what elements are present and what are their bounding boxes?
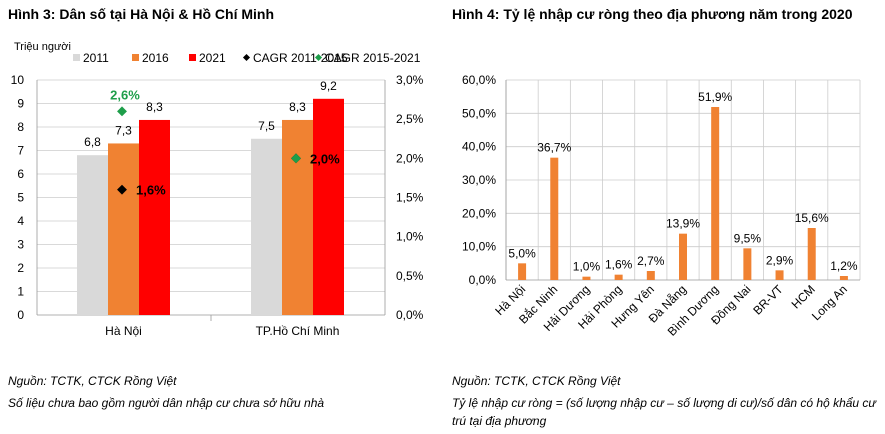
bar-2011-0 xyxy=(77,155,108,315)
bar-2016-1 xyxy=(282,119,313,315)
legend-label: CAGR 2015-2021 xyxy=(325,51,421,65)
y-tick-label: 30,0% xyxy=(462,173,496,187)
bar-data-label: 7,5 xyxy=(258,119,275,133)
y-tick-label: 40,0% xyxy=(462,140,496,154)
y-tick-label: 0 xyxy=(17,308,24,322)
x-tick-label: Hưng Yên xyxy=(608,282,656,330)
x-tick-label: Long An xyxy=(809,282,850,323)
cagr-marker-CAGR 2015-2021-1 xyxy=(291,153,301,164)
y-axis-title: Triệu người xyxy=(14,41,71,53)
y-tick-label: 7 xyxy=(17,144,24,158)
cagr-data-label: 1,6% xyxy=(136,183,166,198)
y2-tick-label: 0,0% xyxy=(396,308,424,322)
y-tick-label: 10 xyxy=(11,73,25,87)
bar-data-label: 1,0% xyxy=(573,260,601,274)
y-tick-label: 6 xyxy=(17,167,24,181)
x-tick-label: Hà Nội xyxy=(492,282,528,318)
bar-data-label: 2,9% xyxy=(766,253,794,267)
bar-data-label: 1,2% xyxy=(830,259,858,273)
bar-2016-0 xyxy=(108,143,139,315)
legend-swatch-2011 xyxy=(73,54,80,61)
y2-tick-label: 1,5% xyxy=(396,191,424,205)
x-tick-label: Hải Phòng xyxy=(575,282,625,332)
bar-0 xyxy=(518,263,527,280)
cagr-marker-CAGR 2015-2021-0 xyxy=(117,106,127,117)
figure4-note-line1: Tỷ lệ nhập cư ròng = (số lượng nhập cư –… xyxy=(452,396,877,410)
bar-5 xyxy=(679,233,687,280)
legend-swatch-2021 xyxy=(189,54,196,61)
bar-data-label: 6,8 xyxy=(84,135,101,149)
bar-data-label: 2,7% xyxy=(637,254,665,268)
cagr-data-label: 2,0% xyxy=(310,151,340,166)
y-tick-label: 20,0% xyxy=(462,206,496,220)
population-chart: 0 1 2 3 4 5 6 7 8 9 10 0,0% 0,5% 1,0% 1,5% 2,0% 2,5% 3,0%… xyxy=(11,41,424,338)
bar-2011-1 xyxy=(251,138,282,315)
y-tick-label: 1 xyxy=(17,285,24,299)
legend-swatch-2016 xyxy=(132,54,139,61)
y-tick-label: 10,0% xyxy=(462,240,496,254)
y2-tick-label: 2,5% xyxy=(396,112,424,126)
bar-data-label: 9,5% xyxy=(734,231,762,245)
bar-data-label: 13,9% xyxy=(666,217,700,231)
y2-tick-label: 3,0% xyxy=(396,73,424,87)
bar-1 xyxy=(550,157,559,280)
figure3-source: Nguồn: TCTK, CTCK Rồng Việt xyxy=(8,374,177,388)
x-tick-label: HCM xyxy=(789,282,818,311)
x-tick-label: Hải Dương xyxy=(541,282,593,334)
bar-data-label: 8,3 xyxy=(289,100,306,114)
y2-tick-label: 2,0% xyxy=(396,151,424,165)
y-tick-label: 0,0% xyxy=(469,273,497,287)
bar-4 xyxy=(646,271,655,280)
bar-data-label: 36,7% xyxy=(537,141,571,155)
legend-marker-CAGR 2011-2015 xyxy=(242,53,251,62)
figure4-title: Hình 4: Tỷ lệ nhập cư ròng theo địa phươ… xyxy=(452,6,853,22)
bar-data-label: 5,0% xyxy=(508,246,536,260)
figure4-source: Nguồn: TCTK, CTCK Rồng Việt xyxy=(452,374,621,388)
y-tick-label: 4 xyxy=(17,214,24,228)
bar-7 xyxy=(743,248,752,280)
bar-10 xyxy=(839,276,848,280)
bar-data-label: 51,9% xyxy=(698,90,732,104)
y-tick-label: 50,0% xyxy=(462,106,496,120)
x-tick-label: Bình Dương xyxy=(665,282,722,339)
legend-label: CAGR 2011-2015 xyxy=(253,51,348,65)
bar-3 xyxy=(614,274,623,280)
y2-tick-label: 1,0% xyxy=(396,230,424,244)
figure4-note-line2: trú tại địa phương xyxy=(452,414,547,428)
y-tick-label: 9 xyxy=(17,97,24,111)
x-tick-label: Hà Nội xyxy=(105,324,142,338)
x-tick-label: TP.Hồ Chí Minh xyxy=(256,324,340,338)
bar-data-label: 1,6% xyxy=(605,258,633,272)
y2-tick-label: 0,5% xyxy=(396,269,424,283)
bar-data-label: 7,3 xyxy=(115,123,132,137)
figure3-title: Hình 3: Dân số tại Hà Nội & Hồ Chí Minh xyxy=(8,6,274,22)
bar-6 xyxy=(711,107,720,280)
y-tick-label: 5 xyxy=(17,191,24,205)
y-tick-label: 3 xyxy=(17,238,24,252)
x-tick-label: Bắc Ninh xyxy=(515,282,560,327)
legend-label: 2021 xyxy=(199,51,226,65)
bar-2021-1 xyxy=(313,98,344,315)
bar-data-label: 8,3 xyxy=(146,100,163,114)
cagr-data-label: 2,6% xyxy=(110,87,140,102)
x-tick-label: Đà Nẵng xyxy=(645,282,689,326)
bar-2 xyxy=(582,276,591,280)
x-tick-label: BR-VT xyxy=(750,282,786,318)
bar-data-label: 9,2 xyxy=(320,79,337,93)
y-tick-label: 60,0% xyxy=(462,73,496,87)
bar-8 xyxy=(775,270,784,280)
cagr-marker-CAGR 2011-2015-0 xyxy=(117,184,127,195)
legend-marker-CAGR 2015-2021 xyxy=(314,53,323,62)
bar-9 xyxy=(807,228,816,280)
legend-label: 2016 xyxy=(142,51,169,65)
y-tick-label: 8 xyxy=(17,120,24,134)
figure3-note: Số liệu chưa bao gồm người dân nhập cư c… xyxy=(8,396,325,410)
y-tick-label: 2 xyxy=(17,261,24,275)
legend-label: 2011 xyxy=(83,51,109,65)
bar-2021-0 xyxy=(139,119,170,315)
x-tick-label: Đồng Nai xyxy=(708,282,753,327)
bar-data-label: 15,6% xyxy=(795,211,829,225)
